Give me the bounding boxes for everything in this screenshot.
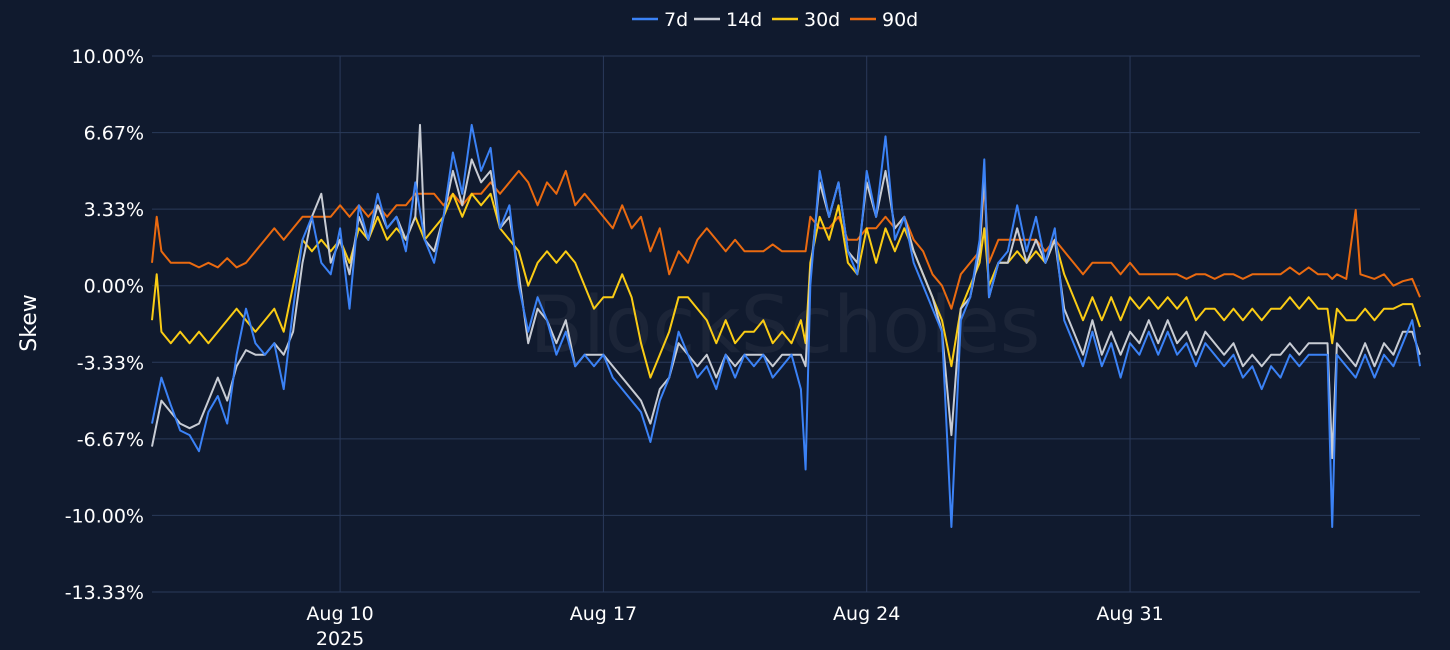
y-tick-label: -3.33%: [77, 352, 144, 374]
legend-item-14d[interactable]: 14d: [694, 9, 762, 31]
legend-label: 14d: [726, 9, 762, 31]
series-line-90d: [151, 169, 1421, 310]
legend-item-90d[interactable]: 90d: [850, 9, 918, 31]
series-lines: [151, 123, 1421, 528]
grid: [152, 55, 1420, 593]
y-tick-label: 10.00%: [72, 46, 144, 68]
y-tick-label: 0.00%: [84, 276, 144, 298]
y-axis: 10.00% 6.67% 3.33% 0.00% -3.33% -6.67% -10.00%…: [65, 46, 144, 604]
legend-item-7d[interactable]: 7d: [632, 9, 688, 31]
x-tick-label: Aug 10: [306, 603, 373, 625]
legend-label: 7d: [664, 9, 688, 31]
y-tick-label: 6.67%: [84, 123, 144, 145]
x-tick-label: Aug 24: [833, 603, 900, 625]
x-tick-label: Aug 31: [1096, 603, 1163, 625]
legend-item-30d[interactable]: 30d: [772, 9, 840, 31]
y-tick-label: -6.67%: [77, 429, 144, 451]
x-tick-label: Aug 17: [570, 603, 637, 625]
x-axis: Aug 10 2025 Aug 17 Aug 24 Aug 31: [306, 603, 1163, 650]
legend-label: 30d: [804, 9, 840, 31]
legend[interactable]: 7d 14d 30d 90d: [632, 9, 918, 31]
x-tick-sublabel: 2025: [316, 628, 364, 650]
series-line-30d: [151, 192, 1421, 379]
y-tick-label: -10.00%: [65, 505, 144, 527]
y-tick-label: -13.33%: [65, 582, 144, 604]
series-line-7d: [151, 123, 1421, 528]
legend-label: 90d: [882, 9, 918, 31]
y-axis-label: Skew: [17, 294, 42, 351]
y-tick-label: 3.33%: [84, 199, 144, 221]
